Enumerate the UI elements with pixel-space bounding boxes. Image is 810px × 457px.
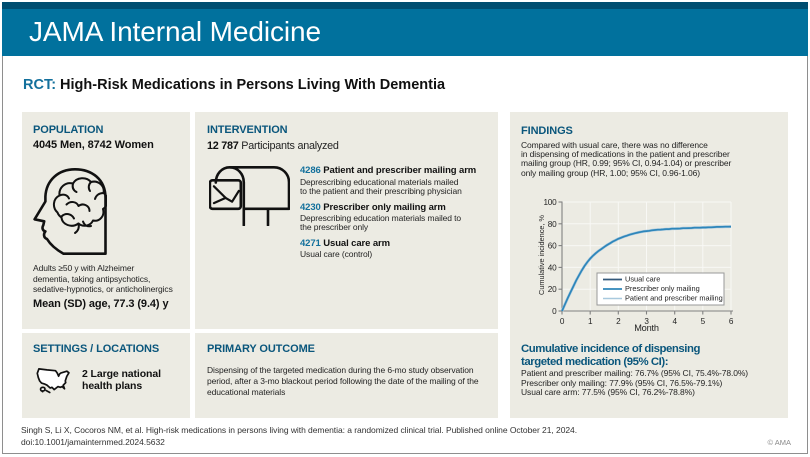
svg-text:Usual care: Usual care [625,275,660,284]
svg-text:Cumulative incidence, %: Cumulative incidence, % [537,215,546,295]
svg-text:Month: Month [634,323,659,333]
svg-text:0: 0 [560,317,565,326]
svg-text:100: 100 [543,198,557,207]
svg-text:1: 1 [588,317,593,326]
svg-text:0: 0 [552,307,557,316]
svg-text:20: 20 [548,285,557,294]
svg-text:Patient and prescriber mailing: Patient and prescriber mailing [625,294,723,303]
svg-text:60: 60 [548,242,557,251]
svg-text:4: 4 [673,317,678,326]
svg-text:80: 80 [548,220,557,229]
svg-text:2: 2 [616,317,621,326]
svg-text:Prescriber only mailing: Prescriber only mailing [625,284,700,293]
svg-text:3: 3 [644,317,649,326]
svg-text:5: 5 [701,317,706,326]
svg-text:40: 40 [548,263,557,272]
svg-text:6: 6 [729,317,734,326]
